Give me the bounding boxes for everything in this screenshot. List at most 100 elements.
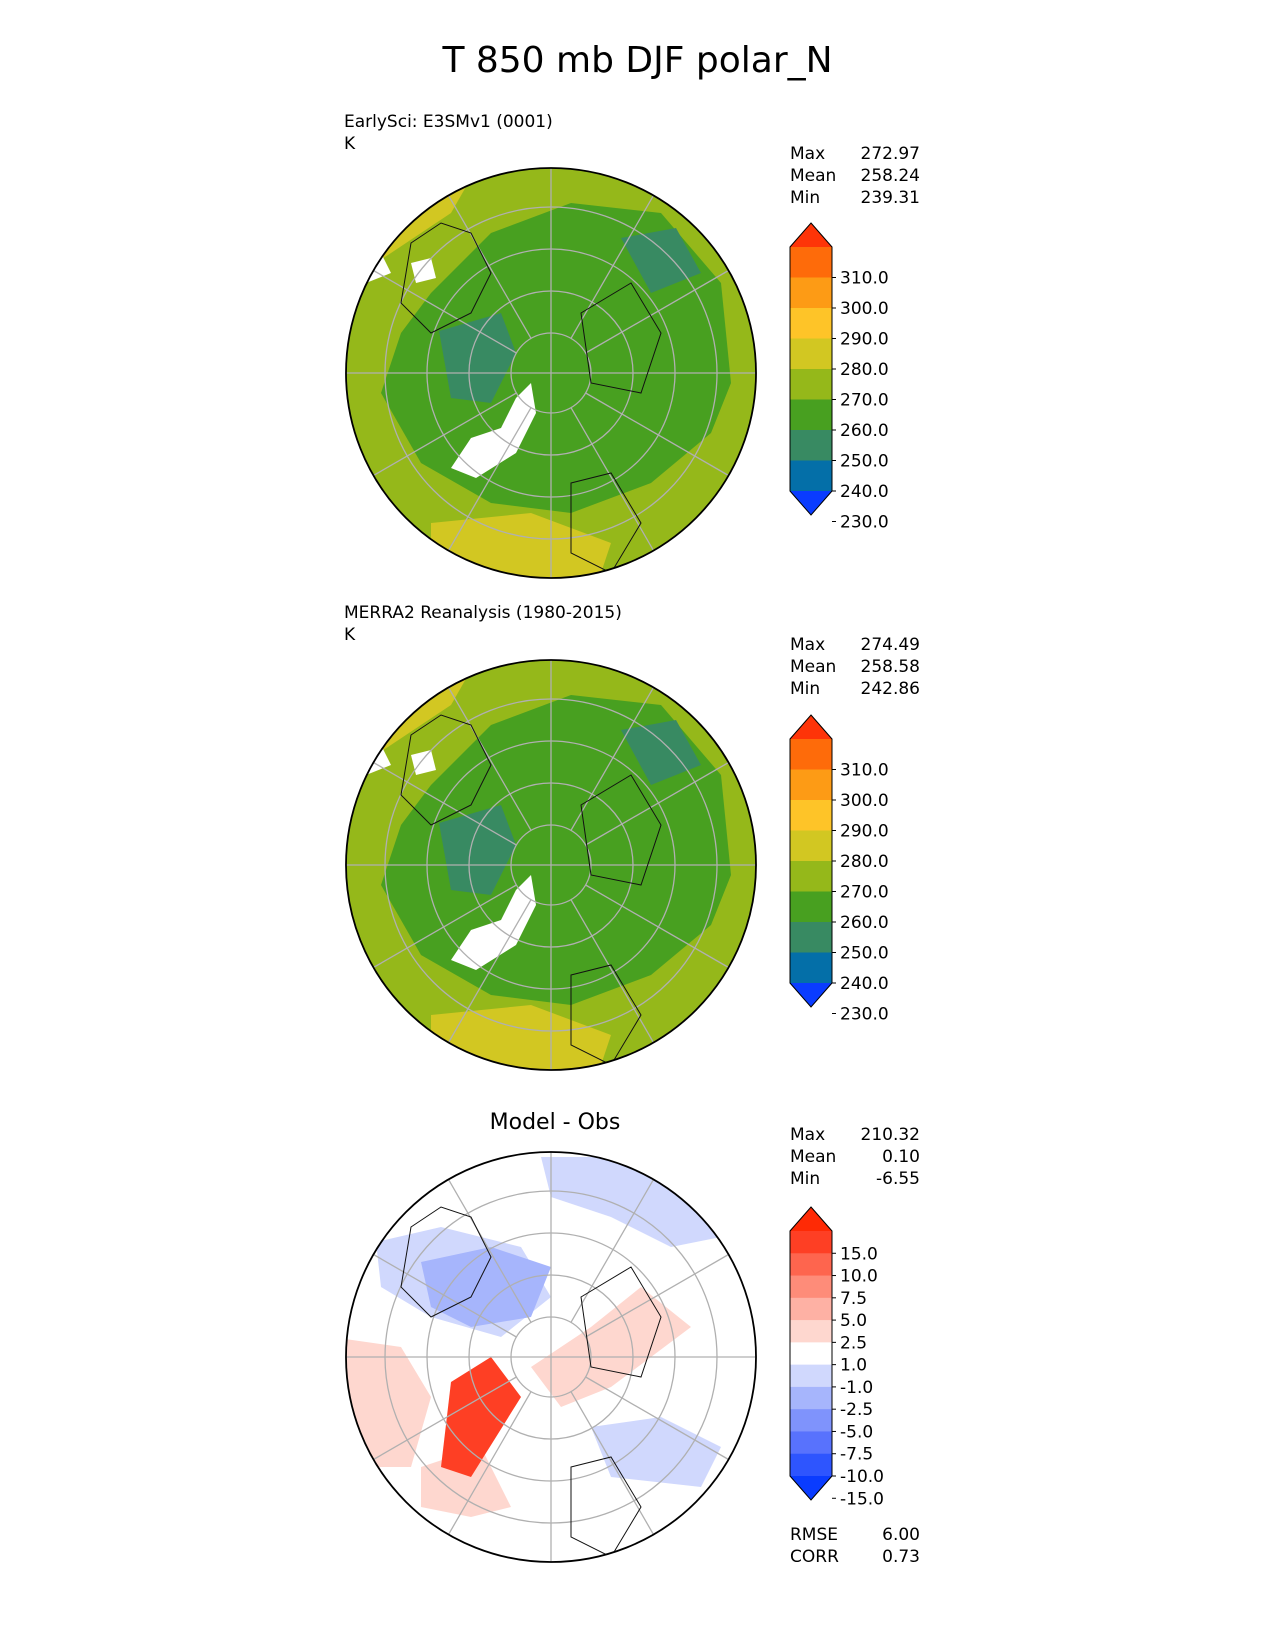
stat-min-label: Min xyxy=(790,679,821,699)
meridian-line xyxy=(570,899,655,1043)
meridian-line xyxy=(570,195,655,339)
meridian-line xyxy=(570,687,655,831)
missing-data-greenland xyxy=(451,383,536,478)
corr-label: CORR xyxy=(790,1547,839,1567)
anomaly-cold-southeast xyxy=(591,1417,721,1487)
stat-max-label: Max xyxy=(790,635,826,655)
colorbar-segment xyxy=(790,247,832,278)
colorbar-tick-label: 310.0 xyxy=(840,269,889,289)
stat-mean-value: 258.58 xyxy=(860,657,920,677)
colorbar-segment xyxy=(790,1431,832,1455)
panel-3-metrics: RMSE 6.00 CORR 0.73 xyxy=(790,1524,920,1568)
coastline xyxy=(580,774,662,886)
panel-1-title: EarlySci: E3SMv1 (0001) K xyxy=(344,111,553,155)
colorbar-segment xyxy=(790,800,832,831)
meridian-line xyxy=(373,884,517,969)
colorbar-outline xyxy=(789,1206,833,1501)
colorbar-tick-label: 290.0 xyxy=(840,330,889,350)
stat-max-label: Max xyxy=(790,144,826,164)
stat-max-label: Max xyxy=(790,1125,826,1145)
anomaly-warm-center xyxy=(531,1287,691,1407)
stat-max-value: 272.97 xyxy=(860,144,920,164)
panel-3-stats: Max 210.32 Mean 0.10 Min -6.55 xyxy=(790,1124,920,1190)
stat-mean-label: Mean xyxy=(790,166,837,186)
field-cold-core xyxy=(439,805,516,895)
colorbar-tick-label: -7.5 xyxy=(840,1445,873,1465)
figure-title: T 850 mb DJF polar_N xyxy=(442,40,833,81)
colorbar-segment xyxy=(790,891,832,923)
colorbar-segment xyxy=(790,460,832,492)
meridian-line xyxy=(570,1179,655,1323)
coastline xyxy=(400,1206,492,1318)
panel-2-units: K xyxy=(344,625,356,645)
colorbar-tick-label: 290.0 xyxy=(840,822,889,842)
stat-mean-value: 0.10 xyxy=(882,1147,920,1167)
meridian-line xyxy=(373,269,517,354)
colorbar-segment xyxy=(790,952,832,984)
colorbar-segment xyxy=(790,308,832,339)
colorbar-segment xyxy=(790,769,832,801)
colorbar-segment xyxy=(790,1253,832,1277)
missing-data-patch xyxy=(411,750,436,775)
colorbar-tick-label: 270.0 xyxy=(840,391,889,411)
colorbar-segment xyxy=(790,1342,832,1366)
colorbar-tick-label: 300.0 xyxy=(840,299,889,319)
panel-1-stats: Max 272.97 Mean 258.24 Min 239.31 xyxy=(790,143,920,209)
meridian-line xyxy=(447,407,532,551)
colorbar-outline xyxy=(789,714,833,1008)
colorbar-tick-label: 240.0 xyxy=(840,974,889,994)
colorbar-segment xyxy=(790,1320,832,1343)
colorbar-segment xyxy=(790,1386,832,1410)
colorbar-tick-label: 250.0 xyxy=(840,452,889,472)
colorbar-tick-label: 15.0 xyxy=(840,1244,878,1264)
coastline xyxy=(400,222,492,334)
colorbar-extend-max xyxy=(790,223,832,247)
meridian-line xyxy=(585,392,729,477)
colorbar-1: 230.0 240.0 250.0 260.0 270.0 280.0 290.0 300.0… xyxy=(789,222,889,533)
stat-max-value: 274.49 xyxy=(860,635,920,655)
colorbar-tick-label: 280.0 xyxy=(840,360,889,380)
stat-mean-label: Mean xyxy=(790,657,837,677)
polar-map-1 xyxy=(345,167,757,579)
coastline xyxy=(580,1266,662,1378)
meridian-line xyxy=(373,1253,517,1338)
panel-2-stats: Max 274.49 Mean 258.58 Min 242.86 xyxy=(790,634,920,700)
colorbar-tick-label: 260.0 xyxy=(840,913,889,933)
colorbar-segment xyxy=(790,1364,832,1388)
meridian-line xyxy=(373,761,517,846)
colorbar-extend-min xyxy=(790,491,832,515)
colorbar-tick-label: 2.5 xyxy=(840,1333,867,1353)
colorbar-tick-label: 310.0 xyxy=(840,761,889,781)
colorbar-tick-label: -15.0 xyxy=(840,1489,884,1509)
meridian-line xyxy=(447,1391,532,1535)
colorbar-extend-max xyxy=(790,715,832,739)
coastline xyxy=(570,472,642,574)
polar-map-3 xyxy=(345,1151,757,1563)
rmse-label: RMSE xyxy=(790,1525,839,1545)
panel-3-title: Model - Obs xyxy=(489,1110,621,1135)
colorbar-tick-label: 7.5 xyxy=(840,1289,867,1309)
meridian-line xyxy=(585,884,729,969)
colorbar-tick-label: 300.0 xyxy=(840,791,889,811)
colorbar-segment xyxy=(790,830,832,862)
field-cold-core xyxy=(439,313,516,403)
panel-1-dataset: EarlySci: E3SMv1 (0001) xyxy=(344,112,553,132)
colorbar-tick-label: 10.0 xyxy=(840,1267,878,1287)
stat-min-value: 242.86 xyxy=(860,679,920,699)
meridian-line xyxy=(570,1391,655,1535)
coastline xyxy=(580,282,662,394)
colorbar-tick-label: 240.0 xyxy=(840,482,889,502)
missing-data-greenland xyxy=(451,875,536,970)
stat-min-value: -6.55 xyxy=(876,1169,920,1189)
colorbar-segment xyxy=(790,430,832,461)
colorbar-segment xyxy=(790,1231,832,1254)
map-boundary xyxy=(345,659,757,1071)
colorbar-tick-label: 260.0 xyxy=(840,421,889,441)
coastline xyxy=(570,1456,642,1558)
panel-1-units: K xyxy=(344,134,356,154)
stat-min-label: Min xyxy=(790,1169,821,1189)
colorbar-tick-label: -2.5 xyxy=(840,1400,873,1420)
colorbar-extend-min xyxy=(790,1476,832,1500)
meridian-line xyxy=(447,687,532,831)
